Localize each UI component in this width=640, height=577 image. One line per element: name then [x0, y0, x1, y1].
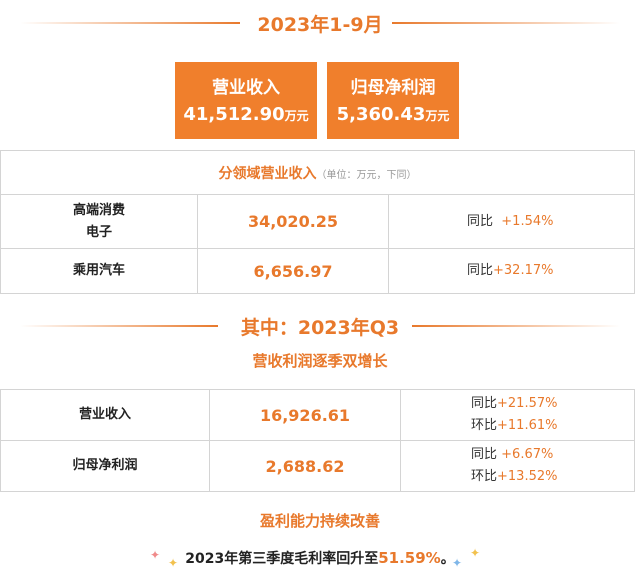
- segment-table-title: 分领域营业收入: [218, 165, 317, 182]
- kpi-net-profit-label: 归母净利润: [350, 78, 436, 98]
- yoy-value: +1.54%: [501, 213, 554, 229]
- qoq-value: +13.52%: [497, 469, 558, 484]
- yoy-label: 同比: [467, 263, 494, 278]
- subtitle-growth: 营收利润逐季双增长: [252, 352, 388, 370]
- row-value: 6,656.97: [197, 248, 389, 294]
- segment-revenue-table: 分领域营业收入（单位：万元，下同） 高端消费 电子 34,020.25 同比 +…: [0, 150, 635, 294]
- divider-line-left: [20, 22, 240, 24]
- yoy-label: 同比: [467, 213, 494, 229]
- row-name: 乘用汽车: [0, 248, 198, 294]
- row-value: 34,020.25: [197, 194, 389, 249]
- section-title-1: 2023年1-9月: [0, 8, 640, 38]
- gross-margin-text: 2023年第三季度毛利率回升至: [185, 551, 379, 567]
- yoy-value: +6.67%: [501, 447, 554, 462]
- row-name-line1: 高端消费: [72, 202, 125, 218]
- section-title-1-label: 2023年1-9月: [257, 14, 383, 36]
- segment-table-header: 分领域营业收入（单位：万元，下同）: [0, 150, 635, 195]
- segment-table-unit-note: （单位：万元，下同）: [316, 169, 417, 181]
- kpi-revenue: 营业收入 41,512.90万元: [175, 62, 317, 139]
- divider-line-right: [412, 325, 620, 327]
- sparkle-icon: ✦: [168, 556, 179, 570]
- gross-margin-value: 51.59%: [378, 549, 441, 567]
- yoy-value: +32.17%: [493, 263, 554, 278]
- row-name-line2: 电子: [85, 224, 112, 240]
- q3-table: 营业收入 16,926.61 同比+21.57% 环比+11.61% 归母净利润…: [0, 389, 635, 492]
- kpi-net-profit-value: 5,360.43万元: [336, 104, 450, 125]
- kpi-revenue-unit: 万元: [284, 109, 309, 123]
- yoy-label: 同比: [471, 396, 498, 411]
- kpi-revenue-label: 营业收入: [212, 78, 280, 98]
- kpi-revenue-value: 41,512.90万元: [183, 104, 309, 125]
- section-title-2-label: 其中：2023年Q3: [240, 317, 400, 339]
- row-name: 高端消费 电子: [0, 194, 198, 249]
- kpi-net-profit-unit: 万元: [425, 109, 450, 123]
- yoy-value: +21.57%: [497, 396, 558, 411]
- gross-margin-note: 2023年第三季度毛利率回升至51.59%。: [0, 548, 640, 568]
- qoq-value: +11.61%: [497, 418, 558, 433]
- qoq-label: 环比: [471, 469, 498, 484]
- qoq-label: 环比: [471, 418, 498, 433]
- table-row: 归母净利润 2,688.62 同比 +6.67% 环比+13.52%: [0, 440, 635, 492]
- row-name: 归母净利润: [0, 440, 210, 492]
- sparkle-icon: ✦: [470, 546, 481, 560]
- row-changes: 同比+21.57% 环比+11.61%: [400, 389, 635, 441]
- kpi-net-profit: 归母净利润 5,360.43万元: [327, 62, 459, 139]
- row-yoy: 同比 +1.54%: [388, 194, 635, 249]
- sparkle-icon: ✦: [150, 548, 161, 562]
- divider-line-right: [392, 22, 620, 24]
- divider-line-left: [20, 325, 218, 327]
- subtitle-profitability: 盈利能力持续改善: [259, 512, 380, 530]
- table-row: 高端消费 电子 34,020.25 同比 +1.54%: [0, 194, 635, 249]
- row-value: 2,688.62: [209, 440, 401, 492]
- section-title-2: 其中：2023年Q3: [0, 311, 640, 341]
- sparkle-icon: ✦: [452, 556, 463, 570]
- table-row: 乘用汽车 6,656.97 同比+32.17%: [0, 248, 635, 294]
- yoy-label: 同比: [471, 447, 498, 462]
- row-value: 16,926.61: [209, 389, 401, 441]
- row-yoy: 同比+32.17%: [388, 248, 635, 294]
- gross-margin-end: 。: [440, 551, 455, 567]
- row-name: 营业收入: [0, 389, 210, 441]
- row-changes: 同比 +6.67% 环比+13.52%: [400, 440, 635, 492]
- table-row: 营业收入 16,926.61 同比+21.57% 环比+11.61%: [0, 389, 635, 441]
